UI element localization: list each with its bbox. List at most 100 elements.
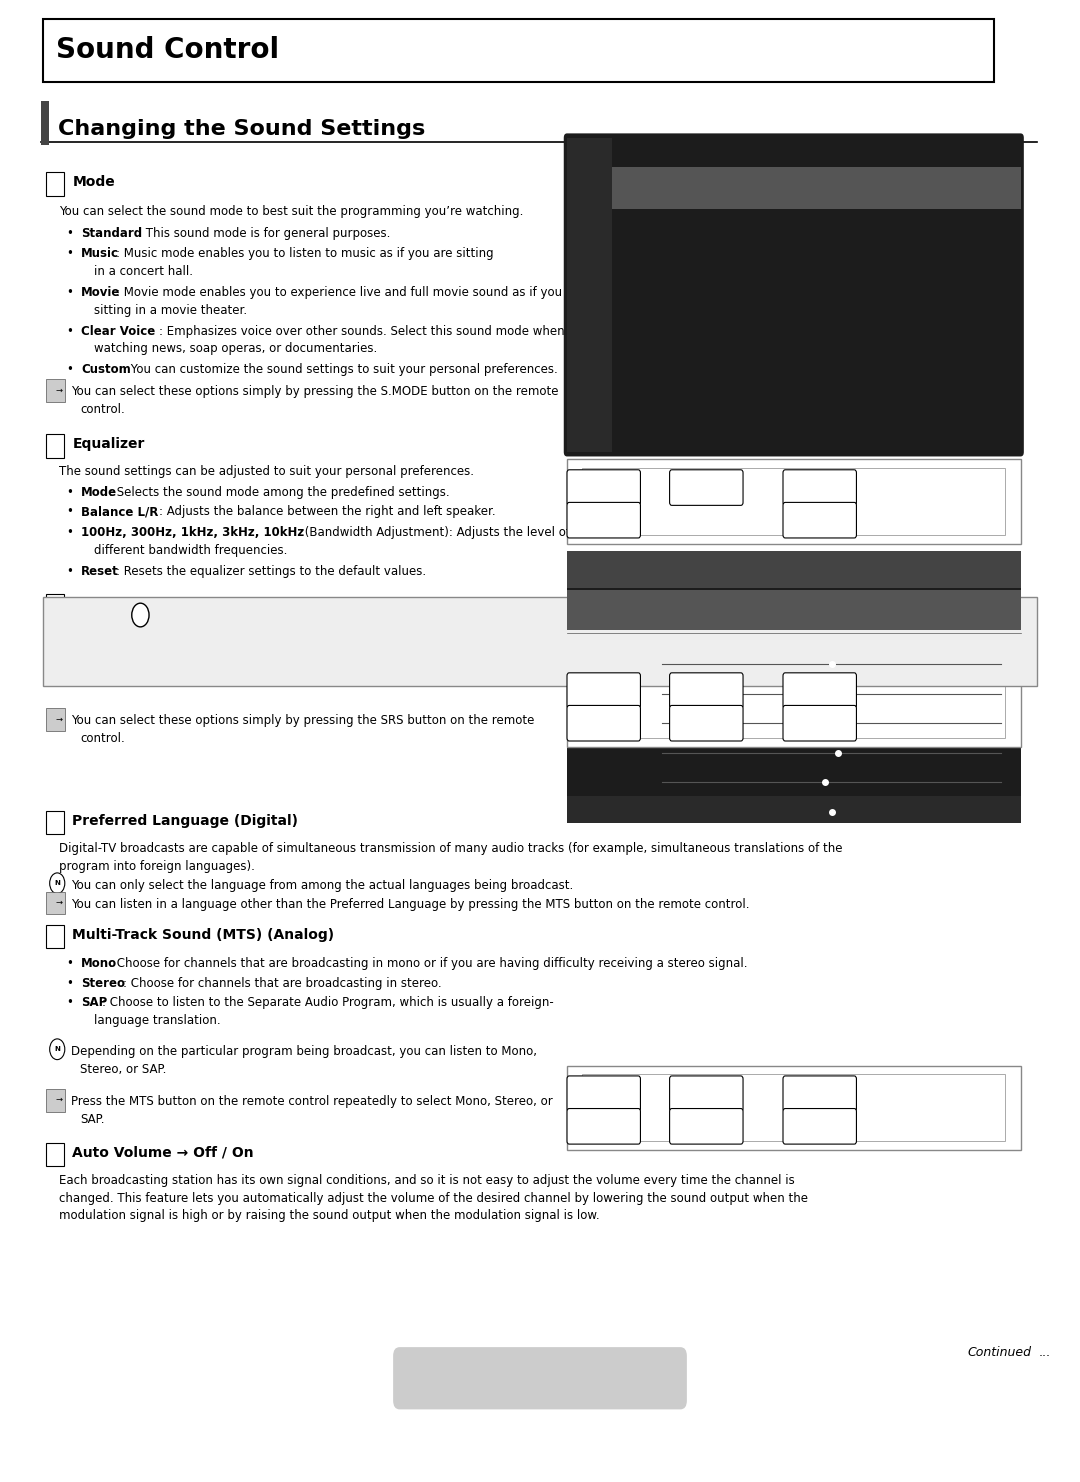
FancyBboxPatch shape bbox=[567, 662, 1021, 747]
FancyBboxPatch shape bbox=[567, 705, 640, 741]
Bar bbox=[46, 594, 64, 618]
Text: ■: ■ bbox=[585, 166, 594, 175]
Text: L: L bbox=[651, 659, 656, 668]
Bar bbox=[46, 811, 64, 834]
Text: •: • bbox=[66, 977, 72, 990]
FancyBboxPatch shape bbox=[783, 470, 856, 505]
Text: →: → bbox=[56, 385, 63, 394]
Bar bbox=[46, 925, 64, 948]
Text: +: + bbox=[1008, 689, 1015, 698]
Text: different bandwidth frequencies.: different bandwidth frequencies. bbox=[94, 544, 287, 557]
Text: control.: control. bbox=[80, 403, 124, 416]
FancyBboxPatch shape bbox=[582, 671, 1005, 738]
Text: Movie: Movie bbox=[81, 286, 120, 299]
Text: P.MODE: P.MODE bbox=[581, 717, 629, 729]
Text: 1kHz: 1kHz bbox=[581, 748, 604, 757]
Text: Each broadcasting station has its own signal conditions, and so it is not easy t: Each broadcasting station has its own si… bbox=[59, 1174, 795, 1187]
FancyBboxPatch shape bbox=[393, 1347, 687, 1409]
Text: 100Hz: 100Hz bbox=[581, 689, 610, 698]
Text: SAP.: SAP. bbox=[80, 1113, 105, 1126]
Text: Music: Music bbox=[81, 247, 119, 261]
Text: watching news, soap operas, or documentaries.: watching news, soap operas, or documenta… bbox=[94, 342, 377, 356]
Bar bbox=[612, 167, 1021, 209]
Text: +: + bbox=[1008, 719, 1015, 728]
Text: enables you to enjoy a virtual 5.1 Surround Sound effect over the: enables you to enjoy a virtual 5.1 Surro… bbox=[187, 628, 579, 642]
Text: MTS: MTS bbox=[697, 719, 718, 728]
Text: R: R bbox=[138, 612, 143, 618]
Text: SRS: SRS bbox=[698, 686, 717, 695]
FancyBboxPatch shape bbox=[567, 673, 640, 708]
FancyBboxPatch shape bbox=[46, 708, 65, 731]
Text: You can select these options simply by pressing the SRS button on the remote: You can select these options simply by p… bbox=[71, 714, 535, 728]
Text: : Off: : Off bbox=[972, 384, 994, 393]
Text: N: N bbox=[54, 880, 60, 886]
Text: Stereo: Stereo bbox=[81, 977, 125, 990]
Text: Depending on the particular program being broadcast, you can listen to Mono,: Depending on the particular program bein… bbox=[71, 1045, 537, 1058]
Text: Multi-Track Sound (MTS) (Analog): Multi-Track Sound (MTS) (Analog) bbox=[72, 928, 335, 941]
Text: CC: CC bbox=[814, 1089, 827, 1098]
Text: program into foreign languages).: program into foreign languages). bbox=[59, 860, 255, 873]
Text: .C: .C bbox=[815, 719, 826, 728]
Text: MTS: MTS bbox=[697, 1089, 718, 1098]
Text: language translation.: language translation. bbox=[94, 1014, 220, 1027]
FancyBboxPatch shape bbox=[46, 379, 65, 402]
Text: •: • bbox=[66, 325, 72, 338]
Text: ⏮: ⏮ bbox=[602, 1122, 608, 1131]
Text: Clear Voice: Clear Voice bbox=[81, 325, 156, 338]
Text: TruSurround HD, SRS and the Ⓡ symbol are trademarks of SRS Labs, Inc.: TruSurround HD, SRS and the Ⓡ symbol are… bbox=[211, 612, 588, 622]
Text: Balance: Balance bbox=[581, 659, 617, 668]
Text: Stereo, or SAP.: Stereo, or SAP. bbox=[80, 1063, 166, 1076]
Text: Speaker Select: Speaker Select bbox=[626, 419, 701, 428]
Text: P.MODE: P.MODE bbox=[585, 1089, 624, 1098]
Text: : This sound mode is for general purposes.: : This sound mode is for general purpose… bbox=[137, 227, 390, 240]
Text: Press the MTS button on the remote control repeatedly to select Mono, Stereo, or: Press the MTS button on the remote contr… bbox=[71, 1095, 553, 1109]
FancyBboxPatch shape bbox=[567, 551, 1021, 823]
Text: Reset: Reset bbox=[81, 565, 119, 578]
Text: ◄► Adjust: ◄► Adjust bbox=[670, 805, 708, 814]
Text: : Emphasizes voice over other sounds. Select this sound mode when: : Emphasizes voice over other sounds. Se… bbox=[159, 325, 565, 338]
Text: ↩ Return: ↩ Return bbox=[891, 805, 926, 814]
Text: →: → bbox=[56, 1095, 63, 1104]
Text: P.SIZE: P.SIZE bbox=[806, 483, 836, 492]
Text: : You can customize the sound settings to suit your personal preferences.: : You can customize the sound settings t… bbox=[123, 363, 558, 376]
Text: Preferred Language (Digital): Preferred Language (Digital) bbox=[72, 814, 298, 827]
Text: You can select the sound mode to best suit the programming you’re watching.: You can select the sound mode to best su… bbox=[59, 205, 524, 218]
FancyBboxPatch shape bbox=[46, 1089, 65, 1112]
Text: Equalizer: Equalizer bbox=[72, 437, 145, 451]
Text: S.MODE: S.MODE bbox=[584, 686, 625, 695]
Text: D I G I T A L: D I G I T A L bbox=[84, 665, 121, 671]
Text: •: • bbox=[66, 957, 72, 971]
Text: : Choose to listen to the Separate Audio Program, which is usually a foreign-: : Choose to listen to the Separate Audio… bbox=[103, 996, 554, 1009]
Text: +: + bbox=[1008, 808, 1015, 817]
Text: •: • bbox=[66, 486, 72, 499]
Text: 300Hz: 300Hz bbox=[581, 719, 610, 728]
Text: : Resets the equalizer settings to the default values.: : Resets the equalizer settings to the d… bbox=[117, 565, 427, 578]
Text: →: → bbox=[56, 714, 63, 723]
FancyBboxPatch shape bbox=[582, 468, 1005, 535]
Text: in a concert hall.: in a concert hall. bbox=[94, 265, 193, 279]
Text: Auto Volume: Auto Volume bbox=[626, 384, 690, 393]
Text: modulation signal is high or by raising the sound output when the modulation sig: modulation signal is high or by raising … bbox=[59, 1209, 600, 1223]
Text: Preferred Language: Preferred Language bbox=[626, 313, 725, 322]
Text: +: + bbox=[1008, 778, 1015, 787]
Text: Mode: Mode bbox=[583, 603, 611, 612]
Text: SRS TruSurround HD → Off / On: SRS TruSurround HD → Off / On bbox=[72, 597, 315, 611]
Text: 10kHz: 10kHz bbox=[581, 808, 609, 817]
Text: Mode: Mode bbox=[626, 179, 660, 188]
FancyBboxPatch shape bbox=[670, 470, 743, 505]
Text: •: • bbox=[66, 565, 72, 578]
Text: Equalizer: Equalizer bbox=[765, 565, 823, 575]
Text: The sound settings can be adjusted to suit your personal preferences.: The sound settings can be adjusted to su… bbox=[59, 465, 474, 479]
Text: SRS TruSurround HD: SRS TruSurround HD bbox=[59, 628, 195, 642]
Text: : Choose for channels that are broadcasting in mono or if you are having difficu: : Choose for channels that are broadcast… bbox=[109, 957, 747, 971]
Bar bbox=[567, 590, 1021, 630]
Text: ⏸: ⏸ bbox=[704, 1122, 711, 1131]
Text: ▼ Move: ▼ Move bbox=[578, 805, 607, 814]
FancyBboxPatch shape bbox=[670, 705, 743, 741]
FancyBboxPatch shape bbox=[582, 1074, 1005, 1141]
Circle shape bbox=[50, 873, 65, 894]
Text: ⏭: ⏭ bbox=[818, 1122, 824, 1131]
Text: : English: : English bbox=[950, 313, 994, 322]
FancyBboxPatch shape bbox=[670, 673, 743, 708]
FancyBboxPatch shape bbox=[670, 1076, 743, 1112]
